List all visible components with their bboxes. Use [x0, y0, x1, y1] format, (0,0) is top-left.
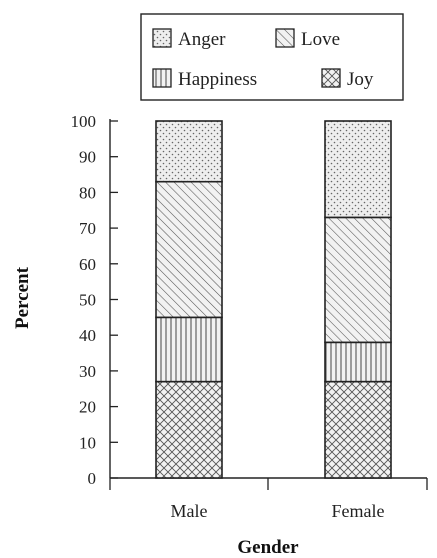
y-tick-label: 60 — [79, 255, 96, 274]
bar-segment-anger-female — [324, 120, 392, 219]
x-axis-title: Gender — [237, 537, 299, 558]
bar-segment-joy-female — [324, 380, 392, 479]
legend-label-happiness: Happiness — [178, 69, 257, 90]
legend-frame — [140, 13, 404, 101]
y-tick-label: 100 — [71, 112, 97, 131]
y-tick-label: 50 — [79, 291, 96, 310]
y-ticks: 0 10 20 30 40 50 60 70 80 90 100 — [71, 112, 118, 488]
y-tick-label: 30 — [79, 362, 96, 381]
y-tick-label: 10 — [79, 433, 96, 452]
y-tick-label: 20 — [79, 398, 96, 417]
x-category-label: Female — [332, 501, 385, 521]
bar-segment-anger-male — [155, 120, 223, 183]
legend: Anger Love Happiness Joy — [140, 13, 404, 101]
legend-label-joy: Joy — [347, 69, 374, 90]
x-category-label: Male — [171, 501, 208, 521]
legend-swatch-anger — [152, 28, 172, 48]
legend-label-anger: Anger — [178, 29, 226, 50]
y-tick-label: 80 — [79, 183, 96, 202]
y-axis-title: Percent — [12, 266, 33, 329]
y-tick-label: 90 — [79, 148, 96, 167]
legend-swatch-joy — [321, 68, 341, 88]
bar-segment-love-male — [155, 180, 223, 319]
x-ticks: Male Female — [109, 478, 428, 521]
y-tick-label: 70 — [79, 219, 96, 238]
legend-label-love: Love — [301, 29, 340, 50]
bars — [155, 120, 392, 479]
bar-segment-happiness-female — [324, 341, 392, 383]
bar-segment-love-female — [324, 216, 392, 344]
y-tick-label: 0 — [88, 469, 97, 488]
legend-swatch-love — [275, 28, 295, 48]
y-tick-label: 40 — [79, 326, 96, 345]
bar-segment-happiness-male — [155, 316, 223, 383]
bar-segment-joy-male — [155, 380, 223, 479]
legend-swatch-happiness — [152, 68, 172, 88]
